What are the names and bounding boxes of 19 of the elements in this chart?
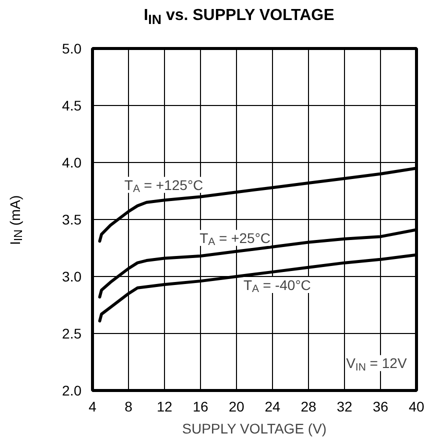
y-tick-label: 3.0 bbox=[62, 268, 82, 284]
x-tick-label: 12 bbox=[156, 398, 172, 414]
y-tick-label: 4.0 bbox=[62, 154, 82, 170]
y-tick-label: 2.5 bbox=[62, 326, 82, 342]
chart-title: I$_{IN}$ vs. SUPPLY VOLTAGE bbox=[144, 7, 334, 28]
x-tick-label: 40 bbox=[408, 398, 424, 414]
x-tick-label: 32 bbox=[336, 398, 352, 414]
x-tick-label: 36 bbox=[372, 398, 388, 414]
y-tick-label: 2.0 bbox=[62, 382, 82, 398]
x-axis-title: SUPPLY VOLTAGE (V) bbox=[182, 420, 327, 436]
x-tick-label: 20 bbox=[228, 398, 244, 414]
x-tick-label: 28 bbox=[300, 398, 316, 414]
y-tick-label: 4.5 bbox=[62, 98, 82, 114]
y-tick-label: 3.5 bbox=[62, 212, 82, 228]
x-tick-label: 24 bbox=[264, 398, 280, 414]
x-tick-label: 8 bbox=[124, 398, 133, 414]
x-tick-label: 4 bbox=[88, 398, 97, 414]
x-tick-label: 16 bbox=[192, 398, 208, 414]
y-tick-label: 5.0 bbox=[62, 40, 82, 56]
